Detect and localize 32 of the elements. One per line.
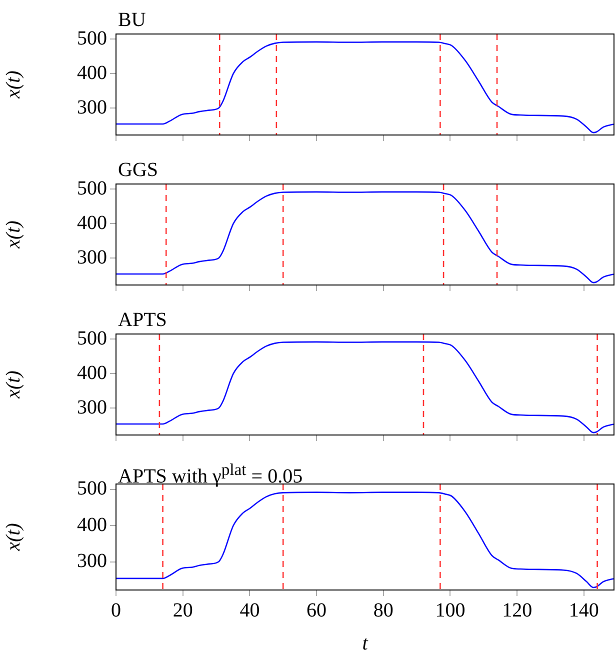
y-tick-label: 500 (77, 327, 107, 350)
x-tick-label: 20 (172, 599, 193, 622)
y-tick-label: 300 (77, 246, 107, 268)
chart-title: BU (118, 8, 146, 32)
x-tick-label: 40 (240, 599, 260, 622)
y-axis-title: x(t) (2, 370, 24, 400)
x-tick-label: 0 (111, 599, 121, 622)
chart-title: GGS (118, 158, 158, 182)
y-tick-label: 500 (77, 177, 107, 200)
y-tick-label: 300 (77, 550, 107, 572)
y-tick-label: 300 (77, 396, 107, 418)
y-tick-label: 400 (77, 62, 107, 84)
y-tick-label: 500 (77, 478, 107, 500)
x-tick-label: 100 (435, 599, 466, 622)
y-tick-label: 400 (77, 362, 107, 384)
y-tick-label: 300 (77, 96, 107, 118)
line-series (116, 191, 614, 284)
x-tick-label: 60 (306, 599, 327, 622)
x-tick-label: 120 (502, 599, 532, 622)
line-series (116, 41, 614, 134)
y-tick-label: 400 (77, 514, 107, 536)
y-tick-label: 500 (77, 27, 107, 50)
chart-title: APTS (118, 308, 167, 332)
x-axis-title: t (362, 632, 368, 654)
y-axis-title: x(t) (2, 70, 24, 100)
y-tick-label: 400 (77, 212, 107, 234)
x-tick-label: 140 (568, 599, 599, 622)
y-axis-title: x(t) (2, 522, 24, 552)
line-series (116, 492, 614, 588)
line-series (116, 341, 614, 434)
y-axis-title: x(t) (2, 220, 24, 250)
x-tick-label: 80 (373, 599, 394, 622)
